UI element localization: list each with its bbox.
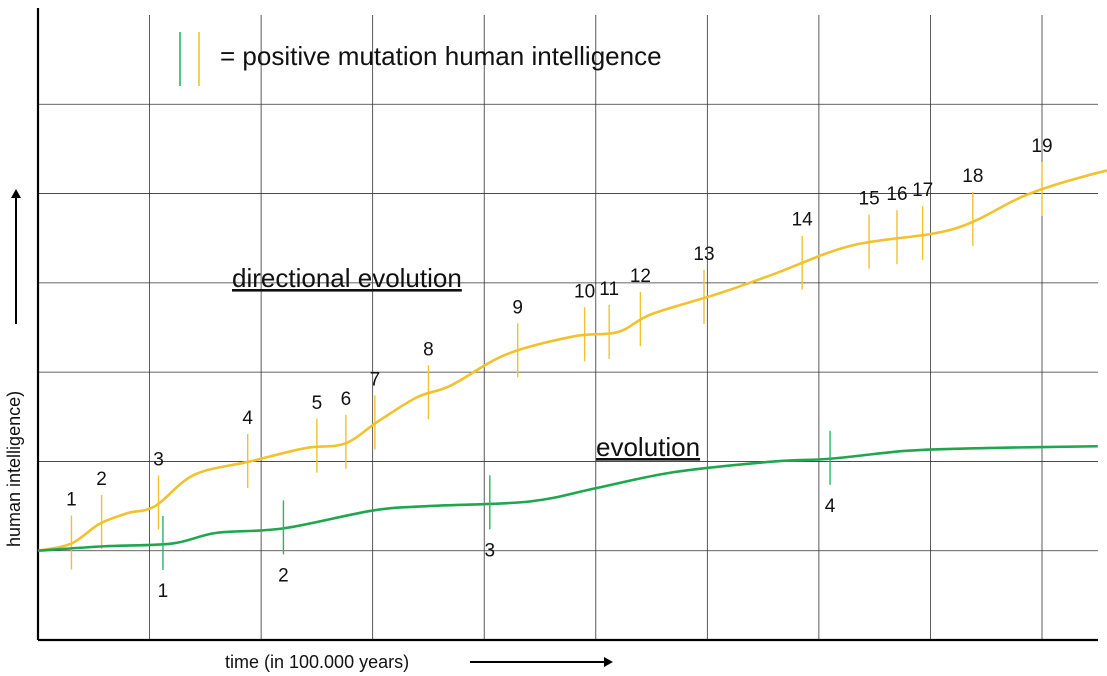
series-line bbox=[37, 169, 1107, 552]
axes bbox=[36, 8, 1098, 642]
mutation-label: 3 bbox=[485, 540, 496, 561]
mutation-label: 8 bbox=[423, 339, 434, 360]
y-axis-arrowhead bbox=[11, 189, 21, 198]
mutation-label: 12 bbox=[630, 266, 651, 287]
legend: = positive mutation human intelligence bbox=[179, 32, 662, 86]
mutation-label: 1 bbox=[66, 490, 77, 511]
mutation-label: 3 bbox=[153, 449, 164, 470]
x-axis-arrowhead bbox=[604, 657, 613, 667]
mutation-label: 18 bbox=[962, 166, 983, 187]
mutation-label: 9 bbox=[512, 297, 523, 318]
svg-text:human intelligence): human intelligence) bbox=[4, 391, 24, 547]
mutation-label: 14 bbox=[792, 210, 814, 231]
mutation-label: 1 bbox=[158, 581, 169, 602]
mutation-label: 2 bbox=[278, 565, 289, 586]
mutation-label: 6 bbox=[341, 389, 352, 410]
mutation-label: 16 bbox=[886, 184, 907, 205]
mutation-label: 7 bbox=[370, 369, 381, 390]
grid bbox=[38, 15, 1098, 640]
mutation-label: 13 bbox=[693, 244, 714, 265]
mutation-label: 5 bbox=[312, 393, 323, 414]
series-line bbox=[37, 444, 1098, 553]
mutation-label: 15 bbox=[859, 189, 880, 210]
mutation-label: 17 bbox=[912, 180, 933, 201]
series-label-evolution: evolution bbox=[596, 432, 700, 462]
legend-text: = positive mutation human intelligence bbox=[220, 41, 662, 71]
mutation-label: 10 bbox=[574, 281, 595, 302]
mutation-label: 19 bbox=[1031, 136, 1052, 157]
svg-text:time (in 100.000 years): time (in 100.000 years) bbox=[225, 652, 409, 672]
mutation-label: 11 bbox=[599, 279, 619, 300]
mutation-label: 4 bbox=[242, 408, 253, 429]
series-label-directional: directional evolution bbox=[232, 263, 462, 293]
x-axis-title: time (in 100.000 years) bbox=[225, 652, 613, 672]
y-axis-title: human intelligence) bbox=[4, 189, 24, 547]
mutation-label: 4 bbox=[825, 496, 836, 517]
mutation-label: 2 bbox=[96, 469, 107, 490]
